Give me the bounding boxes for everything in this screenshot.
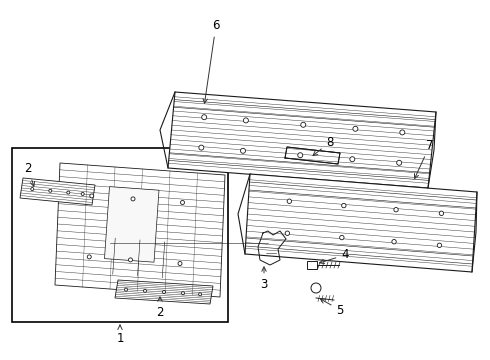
Circle shape: [181, 292, 185, 295]
Text: 4: 4: [319, 248, 349, 264]
Text: 2: 2: [24, 162, 35, 186]
Circle shape: [397, 160, 402, 165]
Circle shape: [124, 288, 127, 291]
Text: 8: 8: [313, 135, 334, 156]
Circle shape: [301, 122, 306, 127]
Circle shape: [392, 239, 396, 244]
Circle shape: [67, 191, 70, 194]
Circle shape: [285, 231, 290, 235]
Circle shape: [49, 189, 52, 192]
Circle shape: [81, 193, 84, 195]
Circle shape: [340, 235, 344, 240]
Circle shape: [437, 243, 441, 248]
Circle shape: [350, 157, 355, 162]
Circle shape: [394, 207, 398, 212]
Polygon shape: [285, 147, 340, 164]
Polygon shape: [245, 174, 477, 272]
Text: 2: 2: [156, 297, 164, 319]
Text: 3: 3: [260, 267, 268, 292]
Circle shape: [199, 145, 204, 150]
Circle shape: [241, 148, 245, 153]
Circle shape: [128, 258, 132, 262]
Circle shape: [342, 203, 346, 208]
Circle shape: [202, 115, 207, 120]
Polygon shape: [104, 186, 159, 262]
Circle shape: [87, 255, 91, 259]
Polygon shape: [20, 178, 95, 205]
Circle shape: [287, 199, 292, 203]
Circle shape: [198, 293, 201, 296]
Polygon shape: [55, 163, 225, 297]
Text: 5: 5: [320, 299, 343, 316]
Circle shape: [298, 153, 303, 158]
Circle shape: [439, 211, 443, 216]
Circle shape: [400, 130, 405, 135]
Circle shape: [144, 289, 147, 292]
Circle shape: [90, 194, 94, 198]
Circle shape: [353, 126, 358, 131]
Circle shape: [244, 118, 248, 123]
Circle shape: [178, 261, 182, 266]
Polygon shape: [115, 280, 213, 304]
Text: 1: 1: [116, 325, 124, 345]
Bar: [307, 261, 317, 269]
Text: 6: 6: [203, 18, 220, 103]
Bar: [12, 148, 228, 322]
Polygon shape: [168, 92, 436, 188]
Circle shape: [311, 283, 321, 293]
Circle shape: [163, 291, 166, 293]
Text: 7: 7: [415, 139, 434, 179]
Circle shape: [180, 201, 185, 204]
Circle shape: [131, 197, 135, 201]
Circle shape: [31, 188, 34, 190]
